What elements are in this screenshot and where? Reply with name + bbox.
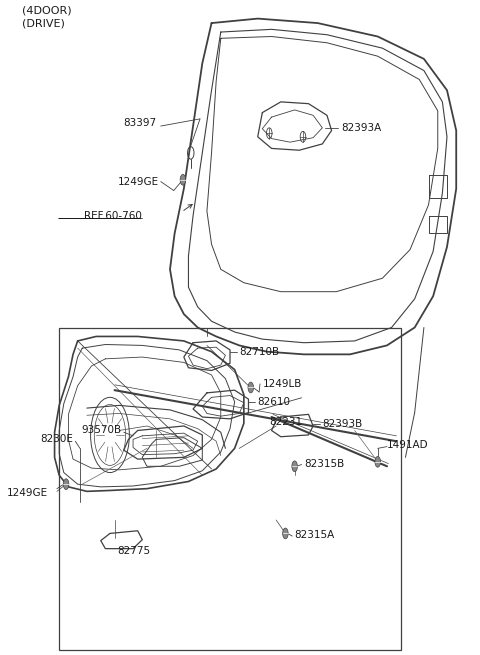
Text: 83397: 83397 xyxy=(123,119,156,128)
Text: 8230E: 8230E xyxy=(40,434,73,445)
Text: 82315A: 82315A xyxy=(295,531,335,540)
Text: 1249GE: 1249GE xyxy=(117,177,158,187)
Circle shape xyxy=(180,174,186,185)
Circle shape xyxy=(375,457,381,467)
Text: 82775: 82775 xyxy=(117,546,150,556)
Text: 93570B: 93570B xyxy=(82,426,121,436)
Text: 1249LB: 1249LB xyxy=(263,379,302,389)
Text: 82393B: 82393B xyxy=(323,419,362,429)
Circle shape xyxy=(248,382,253,393)
Text: 1491AD: 1491AD xyxy=(387,440,429,450)
Circle shape xyxy=(283,528,288,539)
Text: 82315B: 82315B xyxy=(304,458,344,468)
Text: 82393A: 82393A xyxy=(341,123,381,133)
Text: 82710B: 82710B xyxy=(239,346,279,357)
Circle shape xyxy=(63,479,69,489)
Bar xyxy=(59,328,401,650)
Text: 1249GE: 1249GE xyxy=(7,488,48,498)
Text: (4DOOR)
(DRIVE): (4DOOR) (DRIVE) xyxy=(22,5,72,28)
Text: 82231: 82231 xyxy=(269,417,302,426)
Text: 82610: 82610 xyxy=(258,397,291,407)
Circle shape xyxy=(292,461,298,472)
Text: REF.60-760: REF.60-760 xyxy=(84,210,142,221)
